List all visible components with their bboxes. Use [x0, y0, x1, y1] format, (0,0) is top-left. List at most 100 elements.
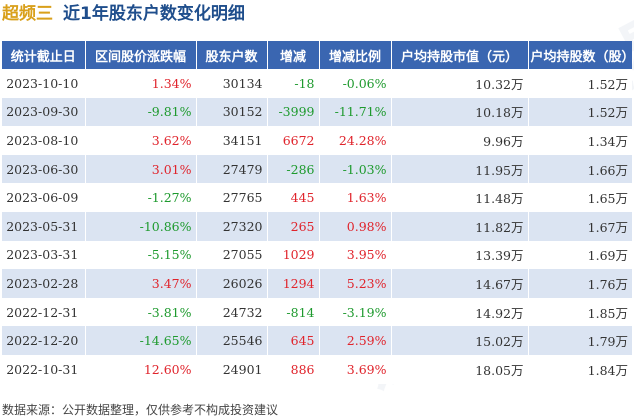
cell-avg-value: 11.95万 [391, 154, 529, 184]
cell-date: 2023-03-31 [2, 240, 86, 270]
cell-change-ratio: 0.98% [319, 211, 392, 241]
cell-change: 1294 [267, 269, 320, 298]
cell-price-change: -10.86% [85, 211, 197, 241]
cell-avg-value: 10.32万 [391, 69, 529, 98]
cell-date: 2023-10-10 [2, 69, 86, 98]
table-row: 2023-06-30 3.01% 27479 -286 -1.03% 11.95万 1.66… [2, 154, 632, 184]
cell-price-change: 12.60% [85, 354, 197, 384]
cell-avg-value: 15.02万 [391, 326, 529, 355]
cell-change: 886 [267, 354, 320, 384]
column-header-change: 增减 [267, 41, 320, 69]
cell-holders: 27320 [196, 211, 268, 241]
cell-avg-shares: 1.69万 [528, 240, 632, 270]
cell-price-change: 3.47% [85, 269, 197, 298]
cell-change: -814 [267, 297, 320, 327]
cell-date: 2022-12-20 [2, 326, 86, 355]
table-row: 2023-09-30 -9.81% 30152 -3999 -11.71% 10.18万 1… [2, 97, 632, 127]
cell-date: 2022-12-31 [2, 297, 86, 327]
cell-date: 2023-08-10 [2, 126, 86, 155]
cell-holders: 26026 [196, 269, 268, 298]
cell-avg-shares: 1.76万 [528, 269, 632, 298]
cell-price-change: -14.65% [85, 326, 197, 355]
cell-change-ratio: -3.19% [319, 297, 392, 327]
cell-avg-value: 11.48万 [391, 183, 529, 212]
cell-change-ratio: 1.63% [319, 183, 392, 212]
cell-date: 2023-06-30 [2, 154, 86, 184]
cell-avg-shares: 1.52万 [528, 97, 632, 127]
cell-price-change: -1.27% [85, 183, 197, 212]
cell-avg-shares: 1.79万 [528, 326, 632, 355]
cell-avg-value: 14.67万 [391, 269, 529, 298]
cell-change-ratio: -11.71% [319, 97, 392, 127]
cell-holders: 27765 [196, 183, 268, 212]
cell-change: 645 [267, 326, 320, 355]
cell-price-change: -5.15% [85, 240, 197, 270]
table-row: 2023-06-09 -1.27% 27765 445 1.63% 11.48万 1.65万 [2, 183, 632, 212]
cell-change: -286 [267, 154, 320, 184]
cell-change-ratio: 24.28% [319, 126, 392, 155]
cell-change: 445 [267, 183, 320, 212]
table-row: 2022-10-31 12.60% 24901 886 3.69% 18.05万 1.84万 [2, 354, 632, 384]
cell-change-ratio: -0.06% [319, 69, 392, 98]
cell-change-ratio: 2.59% [319, 326, 392, 355]
table-row: 2023-10-10 1.34% 30134 -18 -0.06% 10.32万 1.52万 [2, 69, 632, 98]
cell-avg-value: 10.18万 [391, 97, 529, 127]
cell-avg-value: 14.92万 [391, 297, 529, 327]
cell-avg-value: 9.96万 [391, 126, 529, 155]
page-title: 超频三 近1年股东户数变化明细 [2, 0, 245, 30]
stock-name: 超频三 [2, 4, 53, 24]
cell-date: 2023-09-30 [2, 97, 86, 127]
table-row: 2023-08-10 3.62% 34151 6672 24.28% 9.96万 1.34万 [2, 126, 632, 155]
table-row: 2023-03-31 -5.15% 27055 1029 3.95% 13.39万 1.69… [2, 240, 632, 270]
column-header-avg-value: 户均持股市值（元） [391, 41, 529, 69]
table-title: 近1年股东户数变化明细 [63, 4, 245, 24]
cell-avg-shares: 1.52万 [528, 69, 632, 98]
cell-holders: 27055 [196, 240, 268, 270]
cell-change-ratio: 3.69% [319, 354, 392, 384]
cell-change: 6672 [267, 126, 320, 155]
cell-avg-value: 18.05万 [391, 354, 529, 384]
table-header-row: 统计截止日 区间股价涨跌幅 股东户数 增减 增减比例 户均持股市值（元） 户均持… [2, 41, 634, 69]
footer-source: 数据来源：公开数据整理，仅供参考不构成投资建议 [2, 403, 279, 417]
cell-avg-shares: 1.85万 [528, 297, 632, 327]
cell-price-change: 3.62% [85, 126, 197, 155]
cell-avg-value: 13.39万 [391, 240, 529, 270]
cell-date: 2023-05-31 [2, 211, 86, 241]
cell-change-ratio: 3.95% [319, 240, 392, 270]
cell-avg-shares: 1.65万 [528, 183, 632, 212]
column-header-change-ratio: 增减比例 [319, 41, 392, 69]
table-row: 2022-12-31 -3.81% 24732 -814 -3.19% 14.92万 1.8… [2, 297, 632, 327]
cell-price-change: -9.81% [85, 97, 197, 127]
cell-holders: 30152 [196, 97, 268, 127]
cell-date: 2022-10-31 [2, 354, 86, 384]
cell-avg-value: 11.82万 [391, 211, 529, 241]
cell-holders: 27479 [196, 154, 268, 184]
cell-change: 1029 [267, 240, 320, 270]
holders-table: 统计截止日 区间股价涨跌幅 股东户数 增减 增减比例 户均持股市值（元） 户均持… [2, 41, 634, 384]
cell-holders: 24901 [196, 354, 268, 384]
cell-holders: 25546 [196, 326, 268, 355]
cell-avg-shares: 1.66万 [528, 154, 632, 184]
cell-price-change: 3.01% [85, 154, 197, 184]
cell-change: -3999 [267, 97, 320, 127]
cell-avg-shares: 1.84万 [528, 354, 632, 384]
table-row: 2023-02-28 3.47% 26026 1294 5.23% 14.67万 1.76万 [2, 269, 632, 298]
column-header-avg-shares: 户均持股数（股） [528, 41, 634, 69]
cell-avg-shares: 1.34万 [528, 126, 632, 155]
cell-change: -18 [267, 69, 320, 98]
cell-price-change: 1.34% [85, 69, 197, 98]
cell-change-ratio: -1.03% [319, 154, 392, 184]
cell-date: 2023-06-09 [2, 183, 86, 212]
column-header-date: 统计截止日 [2, 41, 86, 69]
cell-price-change: -3.81% [85, 297, 197, 327]
cell-change-ratio: 5.23% [319, 269, 392, 298]
column-header-holders: 股东户数 [196, 41, 268, 69]
cell-date: 2023-02-28 [2, 269, 86, 298]
cell-holders: 30134 [196, 69, 268, 98]
table-row: 2023-05-31 -10.86% 27320 265 0.98% 11.82万 1.67… [2, 211, 632, 241]
cell-holders: 34151 [196, 126, 268, 155]
column-header-price-change: 区间股价涨跌幅 [85, 41, 197, 69]
cell-change: 265 [267, 211, 320, 241]
cell-avg-shares: 1.67万 [528, 211, 632, 241]
table-row: 2022-12-20 -14.65% 25546 645 2.59% 15.02万 1.79… [2, 326, 632, 355]
